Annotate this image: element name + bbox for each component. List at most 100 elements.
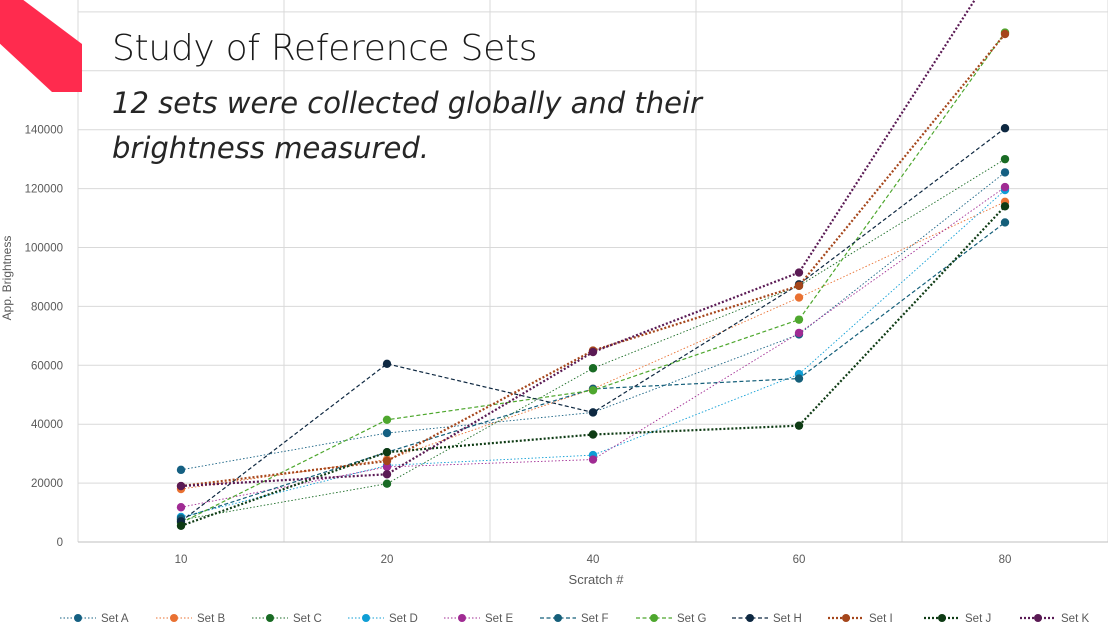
y-tick-label: 80000	[31, 301, 63, 313]
legend-marker	[458, 614, 466, 622]
data-point	[382, 359, 392, 369]
series-set-h	[176, 124, 1010, 526]
accent-shape	[0, 0, 82, 92]
data-point	[176, 465, 186, 475]
data-point	[1000, 202, 1010, 211]
legend-label: Set C	[293, 613, 322, 625]
legend-marker	[842, 614, 850, 622]
data-point	[176, 521, 186, 531]
legend-entry: Set A	[60, 613, 129, 625]
slide-subtitle: 12 sets were collected globally and thei…	[112, 86, 702, 165]
series-set-k	[176, 0, 977, 491]
data-point	[382, 415, 392, 424]
x-tick-label: 60	[793, 554, 806, 566]
legend-marker	[266, 614, 274, 622]
data-point	[1000, 218, 1010, 227]
legend-marker	[170, 614, 178, 622]
x-tick-label: 20	[381, 554, 394, 566]
legend-marker	[1034, 614, 1042, 622]
legend-entry: Set H	[732, 613, 802, 625]
data-point	[382, 479, 392, 488]
legend-entry: Set D	[348, 613, 418, 625]
legend-label: Set B	[197, 613, 225, 625]
data-point	[588, 455, 598, 464]
data-point	[382, 470, 392, 479]
data-point	[588, 408, 598, 417]
legend-entry: Set G	[636, 613, 706, 625]
title-block: Study of Reference Sets 12 sets were col…	[112, 28, 712, 171]
series-set-j	[176, 202, 1010, 531]
data-point	[1000, 124, 1010, 133]
data-point	[1000, 182, 1010, 192]
series-line	[180, 201, 1006, 490]
x-tick-label: 80	[999, 554, 1012, 566]
series-line	[180, 158, 1006, 521]
data-point	[588, 364, 598, 373]
legend-label: Set J	[965, 613, 991, 625]
series-set-a	[176, 168, 1010, 475]
legend-label: Set K	[1061, 613, 1089, 625]
y-tick-label: 60000	[31, 360, 63, 372]
legend-marker	[938, 614, 946, 622]
data-point	[794, 315, 804, 324]
legend-entry: Set J	[924, 613, 991, 625]
data-point	[794, 328, 804, 338]
legend-label: Set D	[389, 613, 418, 625]
gridlines	[77, 0, 1108, 542]
x-tick-label: 10	[175, 554, 188, 566]
legend-label: Set A	[101, 613, 129, 625]
legend-entry: Set B	[156, 613, 225, 625]
data-point	[1000, 29, 1010, 39]
legend-entry: Set C	[252, 613, 322, 625]
y-tick-label: 100000	[25, 243, 63, 255]
slide-title: Study of Reference Sets	[112, 28, 538, 69]
series-set-e	[176, 182, 1010, 512]
data-point	[176, 503, 186, 512]
legend-entry: Set I	[828, 613, 893, 625]
series-set-b	[176, 197, 1010, 494]
data-point	[794, 374, 804, 383]
legend-marker	[362, 614, 370, 622]
legend-label: Set G	[677, 613, 706, 625]
data-point	[382, 462, 392, 472]
legend-marker	[74, 614, 82, 622]
x-axis-label: Scratch #	[569, 572, 625, 587]
data-point	[382, 428, 392, 438]
legend-label: Set H	[773, 613, 802, 625]
data-point	[794, 268, 804, 277]
series-group	[176, 0, 1010, 531]
y-axis-label: App. Brightness	[0, 236, 14, 321]
legend-marker	[650, 614, 658, 622]
legend-label: Set E	[485, 613, 513, 625]
legend-label: Set F	[581, 613, 608, 625]
y-tick-label: 120000	[25, 184, 63, 196]
legend-label: Set I	[869, 613, 893, 625]
axes: 0 20000 40000 60000 80000 100000 120000 140000 1…	[25, 125, 1108, 566]
data-point	[794, 281, 804, 290]
data-point	[382, 456, 392, 466]
x-tick-label: 40	[587, 554, 600, 566]
legend: Set A Set B Set C Set D Set E Set F Set G Set H…	[60, 613, 1089, 625]
data-point	[794, 293, 804, 302]
data-point	[588, 347, 598, 357]
data-point	[1000, 154, 1010, 164]
data-point	[794, 421, 804, 430]
series-line	[180, 189, 1006, 518]
legend-entry: Set E	[444, 613, 513, 625]
legend-marker	[746, 614, 754, 622]
data-point	[588, 430, 598, 439]
y-tick-label: 140000	[25, 125, 63, 137]
series-set-c	[176, 154, 1010, 525]
data-point	[588, 386, 598, 395]
data-point	[176, 481, 186, 491]
data-point	[1000, 168, 1010, 177]
y-tick-label: 40000	[31, 419, 63, 431]
legend-marker	[554, 614, 562, 622]
y-tick-label: 0	[57, 537, 63, 549]
y-tick-label: 20000	[31, 478, 63, 490]
legend-entry: Set K	[1020, 613, 1089, 625]
legend-entry: Set F	[540, 613, 608, 625]
data-point	[382, 447, 392, 457]
series-line	[180, 172, 1006, 471]
